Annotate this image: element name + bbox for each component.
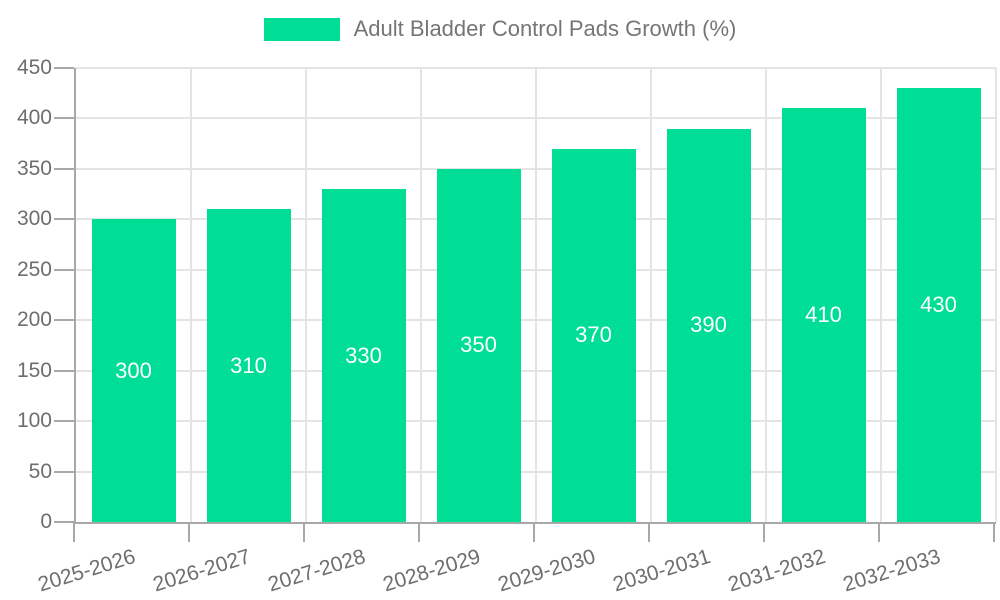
x-axis-tick [763,522,765,542]
gridline-vertical [880,68,882,522]
y-axis-tick [54,420,74,423]
bar-value-label: 310 [230,352,267,378]
bar[interactable]: 410 [781,108,866,522]
x-axis-tick-label: 2032-2033 [840,545,944,597]
y-axis-tick-label: 350 [16,156,52,180]
gridline-vertical [190,68,192,522]
bar[interactable]: 370 [551,148,636,522]
x-axis-tick-label: 2030-2031 [610,545,714,597]
x-axis-tick [73,522,75,542]
gridline-vertical [535,68,537,522]
x-axis-tick [648,522,650,542]
plot-area: 300 310 330 350 370 390 410 430 [74,67,997,524]
y-axis-tick [54,521,74,523]
bar-value-label: 430 [920,292,957,318]
y-axis-tick [54,369,74,372]
y-axis-tick-label: 450 [16,56,52,79]
y-axis-tick-label: 50 [28,459,52,483]
bar[interactable]: 390 [666,128,751,522]
bar[interactable]: 300 [91,219,176,522]
y-axis-tick-label: 100 [16,409,52,433]
y-axis-tick-label: 150 [16,358,52,382]
legend[interactable]: Adult Bladder Control Pads Growth (%) [0,16,1000,42]
x-axis-tick [418,522,420,542]
x-axis-tick [188,522,190,542]
y-axis-tick-label: 0 [40,510,52,533]
x-axis-tick-label: 2027-2028 [265,545,369,597]
gridline-vertical [995,68,997,522]
x-axis-tick [878,522,880,542]
y-axis-tick [54,167,74,170]
legend-swatch[interactable] [263,17,340,41]
x-axis-tick [993,522,995,542]
gridline-vertical [420,68,422,522]
x-axis-tick [303,522,305,542]
bar-value-label: 350 [460,332,497,358]
x-axis-tick-label: 2025-2026 [35,545,139,597]
x-axis-tick-label: 2029-2030 [495,545,599,597]
bar-value-label: 410 [805,302,842,328]
bar[interactable]: 350 [436,168,521,522]
bar-value-label: 300 [115,357,152,383]
y-axis-tick [54,470,74,473]
bar[interactable]: 310 [206,209,291,522]
y-axis-tick-label: 400 [16,106,52,130]
x-axis-tick [533,522,535,542]
bar-value-label: 390 [690,312,727,338]
y-axis-tick-label: 200 [16,308,52,332]
bar-value-label: 330 [345,342,382,368]
gridline-vertical [305,68,307,522]
gridline-vertical [650,68,652,522]
x-axis-tick-label: 2031-2032 [725,545,829,597]
bar[interactable]: 430 [896,88,981,522]
y-axis-tick [54,218,74,221]
y-axis-tick [54,268,74,271]
y-axis-tick [54,67,74,69]
y-axis-tick [54,319,74,322]
y-axis-tick [54,117,74,120]
gridline-vertical [765,68,767,522]
y-axis-tick-label: 300 [16,207,52,231]
legend-label: Adult Bladder Control Pads Growth (%) [353,16,737,41]
bar-value-label: 370 [575,322,612,348]
x-axis-tick-label: 2026-2027 [150,545,254,597]
x-axis-tick-label: 2028-2029 [380,545,484,597]
bar[interactable]: 330 [321,189,406,522]
y-axis-tick-label: 250 [16,257,52,281]
